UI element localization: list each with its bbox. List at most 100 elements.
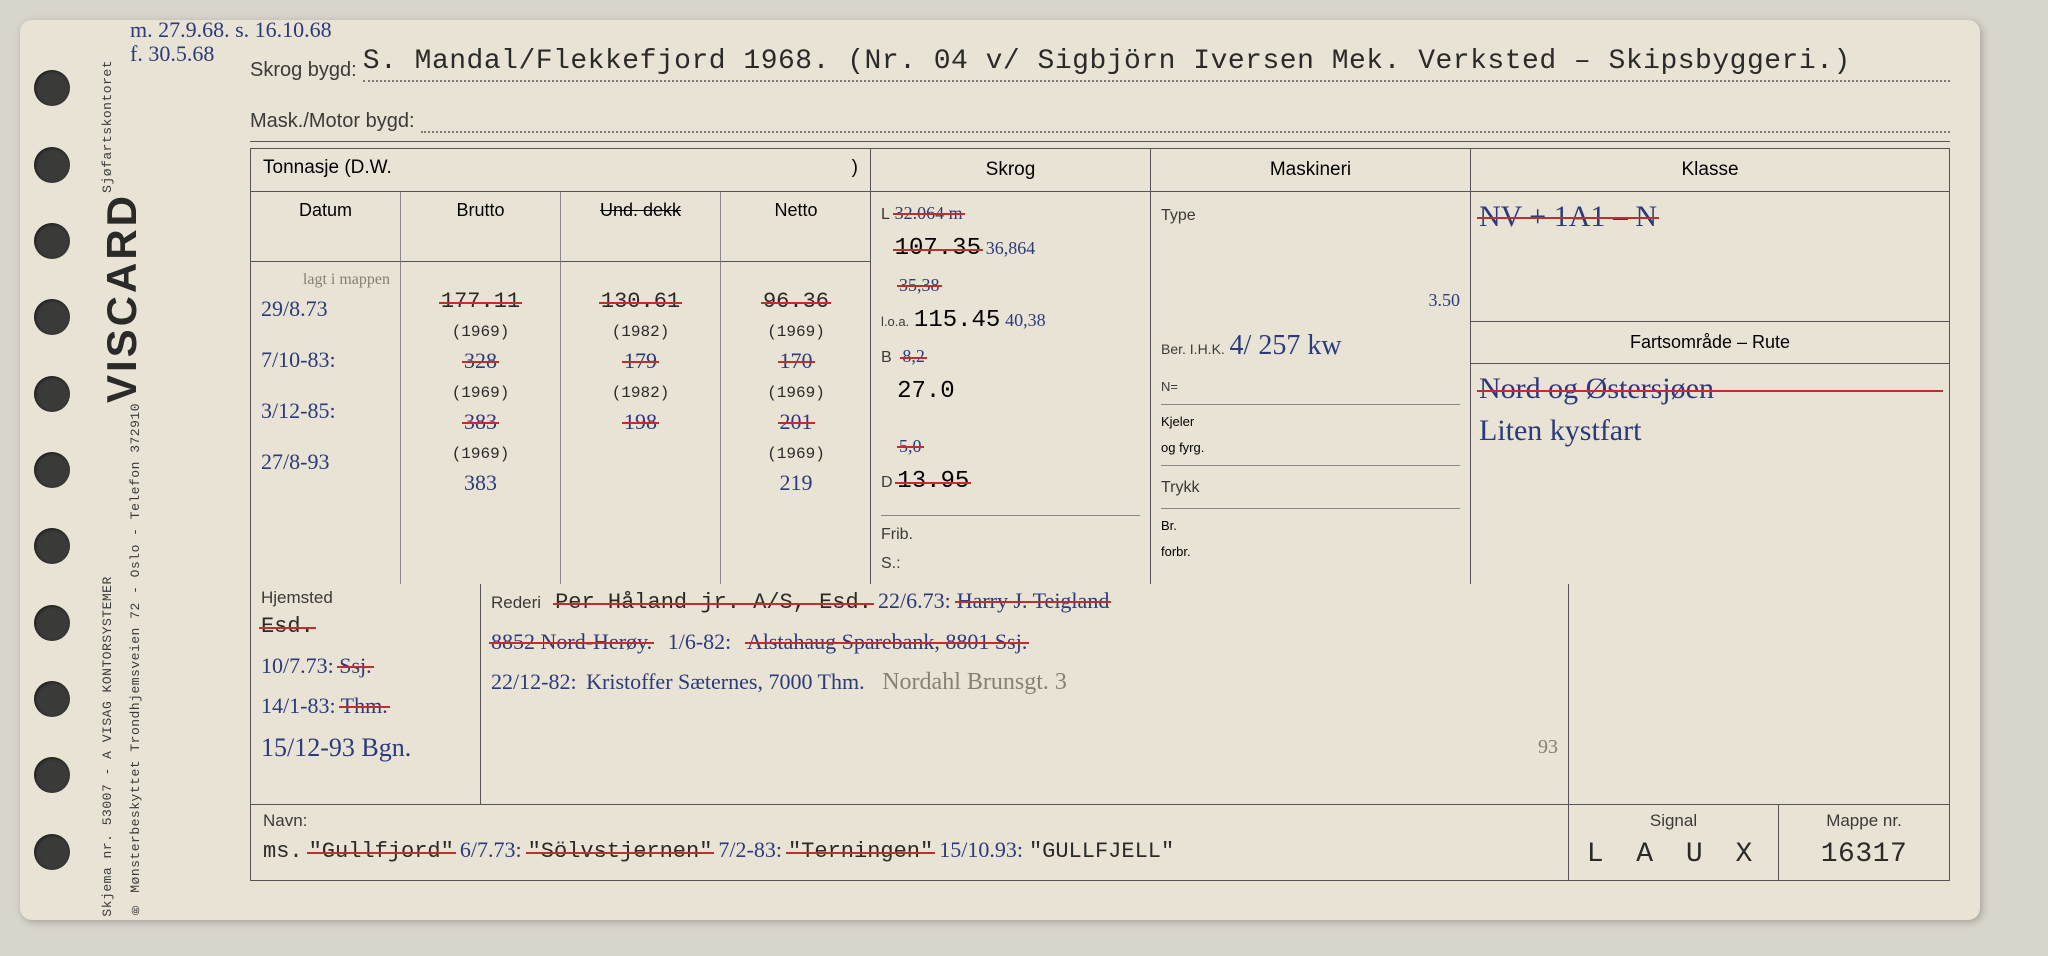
netto-column: 96.36 (1969) 170 (1969) 201 (1969) 219: [721, 262, 871, 584]
skrog-loa-label: l.o.a.: [881, 314, 909, 329]
netto-0: 96.36: [763, 289, 829, 314]
mask-motor-label: Mask./Motor bygd:: [250, 110, 415, 133]
mask-ber-label: Ber. I.H.K.: [1161, 341, 1225, 357]
skrog-header: Skrog: [871, 149, 1151, 192]
farts-line-1: Nord og Østersjøen: [1479, 372, 1941, 406]
col-und-dekk: Und. dekk: [561, 192, 721, 262]
klasse-value: NV + 1A1 – N: [1479, 200, 1657, 233]
rederi-1-date: 22/6.73:: [878, 588, 951, 614]
netto-3: 219: [780, 470, 813, 495]
hjem-4-date: 15/12-93: [261, 733, 355, 762]
skrog-L-strike2: 35,38: [899, 275, 940, 295]
punch-holes: [20, 20, 90, 920]
und-1-p: (1982): [571, 381, 710, 405]
side-line-skjema: Skjema nr. 53007 - A VISAG KONTORSYSTEME…: [98, 403, 118, 917]
hjem-2: Ssj.: [339, 653, 371, 678]
mask-motor-value: [421, 107, 1950, 133]
rederi-3-date: 22/12-82:: [491, 669, 577, 694]
skrog-D-label: D: [881, 474, 893, 491]
hjem-1: Esd.: [261, 614, 314, 639]
record-card: Sjøfartskontoret VISCARD Skjema nr. 5300…: [20, 20, 1980, 920]
rederi-3: Kristoffer Sæternes, 7000 Thm.: [586, 669, 864, 694]
navn-cell: Navn: ms. "Gullfjord" 6/7.73: "Sölvstjer…: [251, 805, 1569, 880]
mappe-label: Mappe nr.: [1791, 811, 1937, 831]
navn-3: "Terningen": [788, 839, 933, 864]
brutto-column: 177.11 (1969) 328 (1969) 383 (1969) 383: [401, 262, 561, 584]
skrog-bygd-value: S. Mandal/Flekkefjord 1968. (Nr. 04 v/ S…: [363, 46, 1950, 82]
skrog-L-label: L: [881, 206, 890, 223]
und-dekk-column: 130.61 (1982) 179 (1982) 198: [561, 262, 721, 584]
skrog-loa-note: 40,38: [1005, 310, 1046, 330]
skrog-L-strike: 32.064 m: [895, 203, 963, 223]
hjem-3: Thm.: [341, 693, 388, 718]
skrog-B-value: 27.0: [897, 378, 955, 405]
netto-2-p: (1969): [731, 442, 861, 466]
brutto-2: 383: [464, 409, 497, 434]
skrog-body: L 32.064 m L 107.35 36,864 35,38 l.o.a. …: [871, 192, 1151, 584]
farts-line-2: Liten kystfart: [1479, 414, 1941, 448]
hjemsted-header: Hjemsted: [261, 588, 470, 608]
hjemsted-column: Hjemsted Esd. 10/7.73: Ssj. 14/1-83: Thm…: [251, 584, 481, 804]
datum-1: 7/10-83:: [261, 343, 390, 376]
datum-0: 29/8.73: [261, 292, 390, 325]
rederi-2-date: 1/6-82:: [668, 629, 732, 654]
rederi-header: Rederi: [491, 593, 541, 613]
brutto-3: 383: [464, 470, 497, 495]
netto-1-p: (1969): [731, 381, 861, 405]
klasse-value-box: NV + 1A1 – N: [1471, 192, 1949, 322]
und-0: 130.61: [601, 289, 680, 314]
skrog-loa-value: 115.45: [914, 307, 1000, 334]
note-line-1: m. 27.9.68. s. 16.10.68: [130, 18, 332, 42]
brutto-2-p: (1969): [411, 442, 550, 466]
mask-kjeler-label: Kjeler og fyrg.: [1161, 404, 1460, 461]
navn-label: Navn:: [263, 811, 1556, 831]
hjem-2-date: 10/7.73:: [261, 653, 334, 678]
col-netto: Netto: [721, 192, 871, 262]
skrog-D-value: 13.95: [897, 468, 969, 495]
navn-section: Navn: ms. "Gullfjord" 6/7.73: "Sölvstjer…: [250, 805, 1950, 881]
netto-0-p: (1969): [731, 320, 861, 344]
mask-ber-note: 3.50: [1429, 290, 1461, 310]
datum-column: lagt i mappen 29/8.73 7/10-83: 3/12-85: …: [251, 262, 401, 584]
mappe-cell: Mappe nr. 16317: [1779, 805, 1949, 880]
card-content: m. 27.9.68. s. 16.10.68 f. 30.5.68 Skrog…: [240, 20, 1980, 920]
navn-4: "GULLFJELL": [1029, 839, 1174, 864]
mask-br-label: Br. forbr.: [1161, 508, 1460, 565]
side-print: Sjøfartskontoret VISCARD Skjema nr. 5300…: [98, 20, 238, 920]
mask-type-label: Type: [1161, 207, 1196, 224]
datum-2: 3/12-85:: [261, 394, 390, 427]
brutto-1: 328: [464, 348, 497, 373]
signal-cell: Signal L A U X: [1569, 805, 1779, 880]
klasse-body: NV + 1A1 – N Fartsområde – Rute Nord og …: [1471, 192, 1949, 584]
und-2: 198: [624, 409, 657, 434]
hjem-3-date: 14/1-83:: [261, 693, 336, 718]
skrog-frib-label: Frib.: [881, 526, 913, 543]
signal-label: Signal: [1581, 811, 1766, 831]
skrog-B-strike: 8,2: [902, 346, 925, 366]
rederi-2: 8852 Nord-Herøy.: [491, 629, 652, 654]
note-line-2: f. 30.5.68: [130, 42, 332, 66]
mask-ber-value: 4/ 257 kw: [1230, 330, 1342, 361]
mappe-value: 16317: [1791, 839, 1937, 870]
mask-n-label: N=: [1161, 379, 1178, 394]
skrog-L-value: 107.35: [895, 235, 981, 262]
spare-column: [1569, 584, 1949, 804]
tonnage-subheaders: Datum Brutto Und. dekk Netto: [251, 192, 871, 262]
side-line-sjofart: Sjøfartskontoret: [98, 60, 238, 193]
skrog-S-label: S.:: [881, 555, 901, 572]
und-0-p: (1982): [571, 320, 710, 344]
brutto-0: 177.11: [441, 289, 520, 314]
rederi-2-after: Alstahaug Sparebank, 8801 Ssj.: [747, 629, 1027, 654]
maskineri-body: Type 3.50 Ber. I.H.K. 4/ 257 kw N= Kjele…: [1151, 192, 1471, 584]
rederi-column: Rederi Per Håland jr. A/S, Esd. 22/6.73:…: [481, 584, 1569, 804]
header-handwritten-note: m. 27.9.68. s. 16.10.68 f. 30.5.68: [130, 18, 332, 66]
skrog-B-label: B: [881, 349, 892, 366]
navn-d1: 6/7.73:: [460, 837, 522, 863]
fartsomrade-header: Fartsområde – Rute: [1471, 322, 1949, 364]
navn-2: "Sölvstjernen": [528, 839, 713, 864]
navn-prefix: ms.: [263, 839, 303, 864]
klasse-header: Klasse: [1471, 149, 1949, 192]
brand-viscard: VISCARD: [98, 193, 238, 403]
main-grid: Tonnasje (D.W. ) Skrog Maskineri Klasse …: [250, 148, 1950, 584]
tonnage-header-text: Tonnasje (D.W.: [263, 157, 392, 183]
